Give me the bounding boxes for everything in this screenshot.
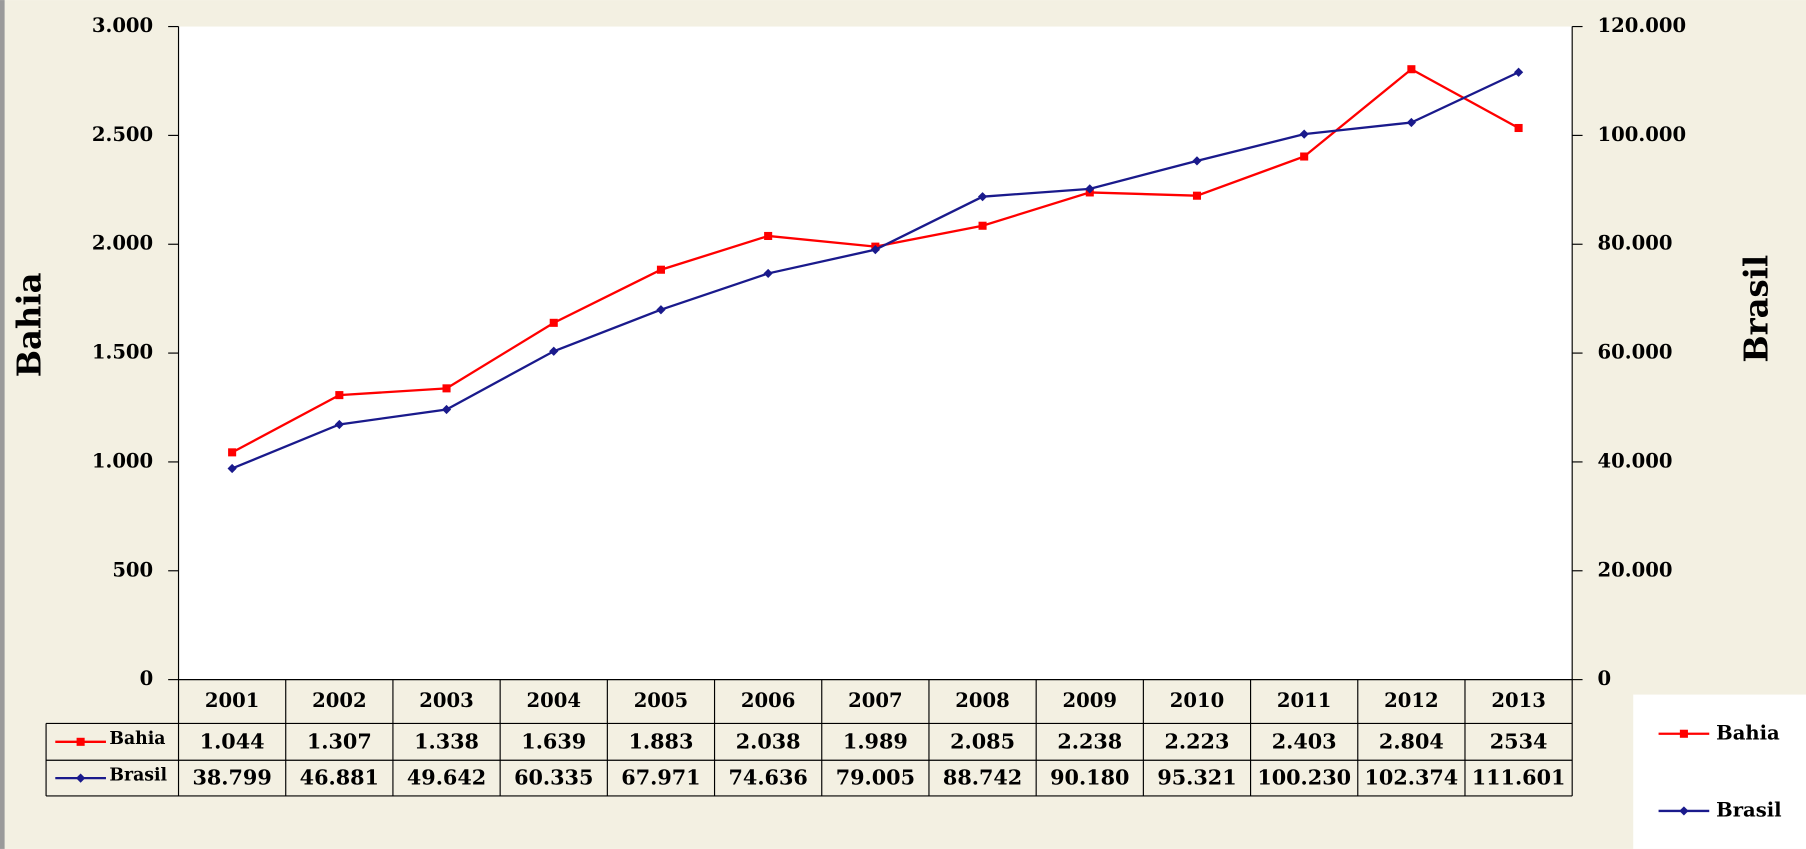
data-label: 1.989 bbox=[843, 729, 908, 753]
point bbox=[1192, 191, 1202, 200]
y2-tick-label: 20.000 bbox=[1598, 558, 1673, 581]
y2-tick-label: 80.000 bbox=[1598, 232, 1673, 255]
y2-tick-label: 0 bbox=[1598, 667, 1612, 690]
data-label: 2.238 bbox=[1057, 729, 1122, 753]
legend-label: Brasil bbox=[109, 765, 167, 785]
x-tick-label: 2007 bbox=[848, 689, 903, 712]
data-label: 102.374 bbox=[1365, 766, 1459, 790]
legend-marker bbox=[76, 737, 85, 746]
point bbox=[228, 448, 237, 457]
data-label: 90.180 bbox=[1050, 766, 1129, 790]
point bbox=[1299, 129, 1309, 139]
x-tick-label: 2013 bbox=[1491, 689, 1546, 712]
legend-marker bbox=[76, 773, 86, 783]
data-label: 88.742 bbox=[943, 766, 1022, 790]
legend-label: Bahia bbox=[1716, 721, 1780, 744]
point bbox=[656, 265, 665, 274]
point bbox=[978, 221, 987, 230]
data-label: 46.881 bbox=[300, 766, 379, 790]
point bbox=[1085, 184, 1095, 194]
data-label: 1.044 bbox=[200, 729, 265, 753]
data-label: 2.038 bbox=[736, 729, 801, 753]
y-tick-label: 0 bbox=[140, 667, 154, 690]
data-label: 79.005 bbox=[836, 766, 915, 790]
y2-axis-label: Brasil bbox=[1737, 255, 1775, 363]
legend-label: Bahia bbox=[109, 729, 165, 749]
point bbox=[335, 391, 344, 400]
y-tick-label: 1.000 bbox=[92, 449, 153, 472]
legend-label: Brasil bbox=[1716, 798, 1781, 821]
y-tick-label: 2.500 bbox=[92, 123, 153, 146]
x-tick-label: 2005 bbox=[634, 689, 689, 712]
y2-tick-label: 60.000 bbox=[1598, 341, 1673, 364]
point bbox=[977, 192, 988, 202]
x-tick-label: 2002 bbox=[312, 689, 367, 712]
data-label: 2.403 bbox=[1272, 729, 1337, 753]
legend-marker bbox=[1679, 729, 1688, 738]
point bbox=[870, 245, 880, 255]
x-tick-label: 2003 bbox=[419, 689, 474, 712]
y-tick-label: 1.500 bbox=[92, 341, 153, 364]
data-label: 2.085 bbox=[950, 729, 1015, 753]
data-label: 100.230 bbox=[1257, 766, 1351, 790]
y-axis-label: Bahia bbox=[11, 272, 49, 377]
data-label: 95.321 bbox=[1157, 766, 1236, 790]
x-tick-label: 2004 bbox=[526, 689, 581, 712]
x-tick-label: 2012 bbox=[1384, 689, 1439, 712]
y2-tick-label: 120.000 bbox=[1598, 14, 1687, 37]
point bbox=[442, 384, 451, 393]
x-tick-label: 2010 bbox=[1170, 689, 1225, 712]
y-tick-label: 500 bbox=[112, 558, 153, 581]
point bbox=[549, 346, 559, 356]
edge bbox=[0, 0, 5, 849]
point bbox=[227, 463, 237, 474]
legend-box bbox=[1633, 694, 1806, 849]
data-label: 1.883 bbox=[629, 729, 694, 753]
data-label: 1.338 bbox=[414, 729, 479, 753]
point bbox=[1407, 65, 1416, 74]
x-tick-label: 2008 bbox=[955, 689, 1010, 712]
data-label: 2.223 bbox=[1165, 729, 1230, 753]
point bbox=[549, 318, 558, 327]
data-label: 1.307 bbox=[307, 729, 372, 753]
data-label: 2.804 bbox=[1379, 729, 1444, 753]
x-tick-label: 2001 bbox=[205, 689, 260, 712]
y2-tick-label: 100.000 bbox=[1598, 123, 1687, 146]
data-label: 2534 bbox=[1490, 729, 1548, 753]
y-tick-label: 3.000 bbox=[92, 14, 153, 37]
data-label: 49.642 bbox=[407, 766, 486, 790]
x-tick-label: 2006 bbox=[741, 689, 796, 712]
point bbox=[1406, 117, 1416, 128]
data-label: 74.636 bbox=[729, 766, 808, 790]
x-tick-label: 2011 bbox=[1277, 689, 1332, 712]
plot-area bbox=[178, 26, 1573, 680]
point bbox=[763, 268, 773, 279]
data-label: 38.799 bbox=[192, 766, 271, 790]
data-label: 60.335 bbox=[514, 766, 593, 790]
point bbox=[1514, 123, 1523, 133]
point bbox=[656, 305, 666, 315]
point bbox=[1300, 152, 1309, 161]
x-tick-label: 2009 bbox=[1063, 689, 1118, 712]
y-tick-label: 2.000 bbox=[92, 232, 153, 255]
data-label: 1.639 bbox=[521, 729, 586, 753]
data-label: 111.601 bbox=[1472, 766, 1566, 790]
data-label: 67.971 bbox=[621, 766, 700, 790]
legend-marker bbox=[1679, 806, 1689, 816]
y2-tick-label: 40.000 bbox=[1598, 449, 1673, 472]
point bbox=[764, 231, 773, 241]
point bbox=[1192, 156, 1202, 166]
